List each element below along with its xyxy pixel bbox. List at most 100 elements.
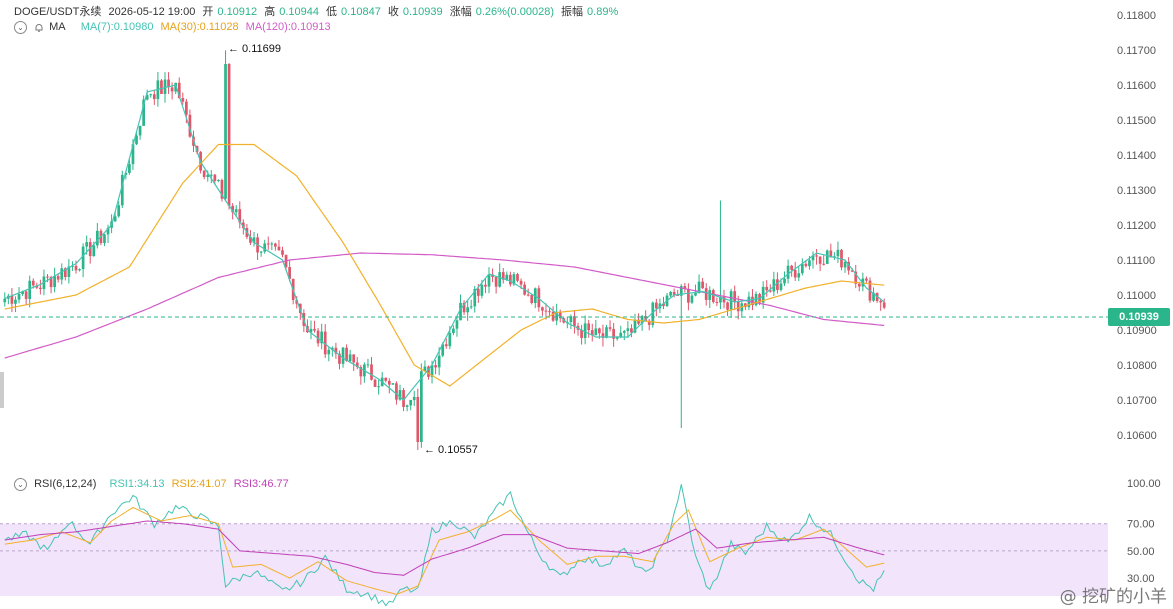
candle-body: [882, 302, 886, 308]
candle-body: [409, 400, 413, 406]
candle-body: [160, 80, 163, 94]
candle-body: [519, 280, 523, 285]
candle-body: [213, 174, 217, 181]
candle-body: [31, 280, 35, 286]
candle-body: [117, 205, 121, 217]
price-tick-label: 0.11000: [1117, 290, 1156, 302]
candle-body: [452, 328, 455, 334]
candle-body: [715, 301, 719, 303]
candle-body: [67, 266, 71, 277]
candle-body: [587, 323, 591, 331]
candle-body: [800, 263, 804, 274]
candle-body: [416, 396, 420, 442]
low-annotation: ← 0.10557: [424, 444, 478, 456]
candle-body: [142, 99, 145, 126]
close-label: 收: [387, 6, 399, 18]
rsi-axis: 100.00 70.00 50.00 30.00: [1127, 478, 1161, 585]
candle-body: [555, 311, 559, 321]
candle-body: [558, 311, 562, 319]
candle-body: [46, 276, 49, 278]
candle-body: [783, 278, 786, 284]
rsi-line-rsi3: [4, 520, 885, 576]
candle-body: [138, 125, 142, 136]
candle-body: [526, 294, 530, 296]
candle-body: [640, 316, 644, 324]
ma-label: MA: [49, 21, 66, 34]
candle-body: [651, 302, 655, 325]
candle-body: [637, 319, 640, 324]
rsi2-value: RSI2:41.07: [171, 478, 227, 491]
candle-body: [71, 265, 74, 267]
rsi-label: RSI(6,12,24): [34, 478, 97, 491]
candle-body: [501, 272, 505, 280]
candle-body: [797, 273, 801, 278]
candle-body: [56, 276, 60, 280]
candle-body: [227, 64, 231, 206]
ma120-value: MA(120):0.10913: [245, 21, 331, 34]
candle-body: [106, 227, 110, 235]
ma30-line: [4, 143, 885, 387]
candle-body: [697, 281, 701, 294]
candle-body: [590, 330, 594, 336]
candle-body: [786, 265, 790, 279]
rsi-tick-label: 50.00: [1127, 546, 1155, 558]
candle-body: [701, 281, 704, 289]
candle-body: [231, 205, 235, 213]
candle-body: [92, 245, 96, 257]
high-value: 0.10944: [279, 6, 319, 18]
candle-body: [683, 286, 687, 290]
candle-body: [437, 355, 441, 368]
candle-body: [384, 377, 388, 381]
candle-body: [95, 230, 99, 246]
candle-body: [21, 291, 24, 295]
candle-body: [309, 328, 313, 333]
candle-body: [694, 293, 697, 296]
candle-body: [644, 316, 648, 321]
candle-body: [177, 82, 181, 99]
bell-icon[interactable]: [34, 23, 44, 33]
candle-body: [704, 288, 708, 300]
candle-body: [476, 288, 480, 296]
candle-body: [818, 256, 822, 264]
high-label: 高: [264, 6, 276, 18]
rsi-tick-label: 70.00: [1127, 519, 1155, 531]
candle-body: [103, 234, 106, 244]
collapse-chevron-icon[interactable]: ⌄: [14, 21, 27, 34]
candle-body: [320, 331, 324, 344]
candle-body: [281, 250, 284, 255]
candle-body: [626, 328, 630, 331]
price-axis: 0.11800 0.11700 0.11600 0.11500 0.11400 0.113…: [1117, 10, 1157, 442]
candle-body: [512, 274, 516, 285]
candle-body: [793, 269, 797, 278]
candle-body: [598, 328, 601, 334]
price-tick-label: 0.11800: [1117, 10, 1156, 22]
candle-body: [679, 286, 683, 296]
candle-body: [398, 390, 402, 400]
candle-body: [60, 268, 64, 280]
candle-body: [174, 82, 178, 92]
candle-body: [605, 327, 608, 338]
candle-body: [338, 353, 341, 364]
candle-body: [829, 250, 833, 258]
candle-body: [313, 328, 316, 331]
candle-body: [494, 276, 498, 287]
candle-body: [822, 263, 826, 265]
candle-body: [113, 216, 117, 222]
amplitude-value: 0.89%: [587, 6, 619, 18]
rsi-collapse-chevron-icon[interactable]: ⌄: [14, 478, 27, 491]
high-annotation: ← 0.11699: [228, 43, 281, 55]
candle-body: [395, 383, 398, 400]
candle-body: [170, 87, 174, 92]
price-tick-label: 0.10800: [1117, 360, 1157, 372]
ma-lines: [4, 84, 885, 401]
candle-body: [498, 272, 502, 287]
panel-drag-handle[interactable]: [0, 372, 4, 408]
candle-body: [63, 268, 67, 277]
candle-body: [145, 95, 149, 100]
candle-body: [708, 290, 712, 300]
candle-body: [217, 179, 220, 181]
rsi3-value: RSI3:46.77: [233, 478, 289, 491]
candle-body: [17, 294, 21, 300]
